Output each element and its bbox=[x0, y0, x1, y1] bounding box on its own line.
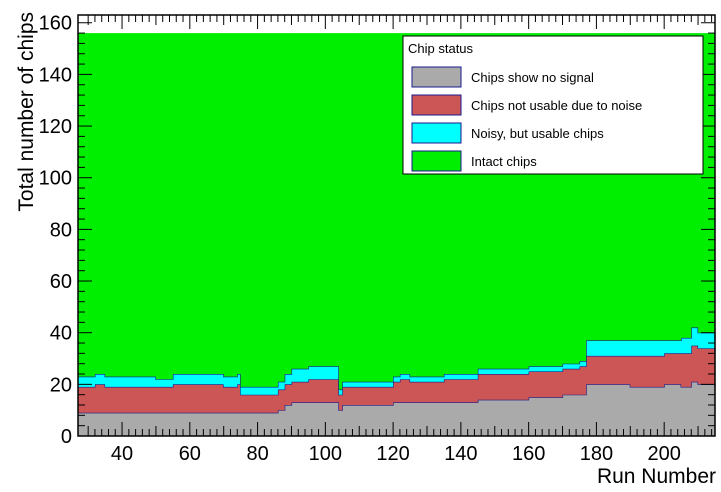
legend-swatch bbox=[411, 122, 462, 144]
area-series-2 bbox=[78, 345, 715, 413]
y-tick-label: 120 bbox=[39, 116, 72, 138]
legend-entry-label: Noisy, but usable chips bbox=[471, 126, 604, 141]
y-tick-label: 20 bbox=[50, 374, 72, 396]
legend-entries: Chips show no signal Chips not usable due… bbox=[411, 66, 642, 172]
y-tick-label: 40 bbox=[50, 323, 72, 345]
legend-swatch bbox=[411, 94, 462, 116]
y-tick-label: 100 bbox=[39, 168, 72, 190]
y-tick-label: 140 bbox=[39, 64, 72, 86]
y-tick-label: 80 bbox=[50, 219, 72, 241]
y-tick-label: 0 bbox=[61, 426, 72, 448]
legend-swatch bbox=[411, 66, 462, 88]
y-axis-ticks: 0 20 40 60 80 100 120 140 160 bbox=[39, 13, 715, 448]
legend-entry-label: Intact chips bbox=[471, 154, 537, 169]
x-tick-label: 80 bbox=[246, 443, 268, 465]
x-tick-label: 180 bbox=[580, 443, 613, 465]
x-tick-label: 60 bbox=[179, 443, 201, 465]
x-tick-label: 200 bbox=[647, 443, 680, 465]
x-tick-label: 40 bbox=[111, 443, 133, 465]
area-series-1 bbox=[78, 381, 715, 436]
plot-frame bbox=[77, 14, 716, 437]
y-tick-label: 60 bbox=[50, 271, 72, 293]
y-axis-title: Total number of chips bbox=[15, 12, 38, 212]
legend-entry-label: Chips not usable due to noise bbox=[471, 98, 642, 113]
x-axis-title: Run Number bbox=[597, 465, 716, 488]
x-tick-label: 160 bbox=[512, 443, 545, 465]
x-tick-label: 140 bbox=[444, 443, 477, 465]
legend-entry-label: Chips show no signal bbox=[471, 70, 594, 85]
x-tick-label: 100 bbox=[309, 443, 342, 465]
y-tick-label: 160 bbox=[39, 13, 72, 35]
area-series-3 bbox=[78, 327, 715, 395]
legend: Chip status Chips show no signal Chips no… bbox=[402, 35, 704, 175]
legend-swatch bbox=[411, 150, 462, 172]
x-tick-label: 120 bbox=[376, 443, 409, 465]
x-axis-ticks: 40 60 80 100 120 140 160 180 200 bbox=[87, 15, 713, 465]
legend-title: Chip status bbox=[408, 41, 474, 56]
